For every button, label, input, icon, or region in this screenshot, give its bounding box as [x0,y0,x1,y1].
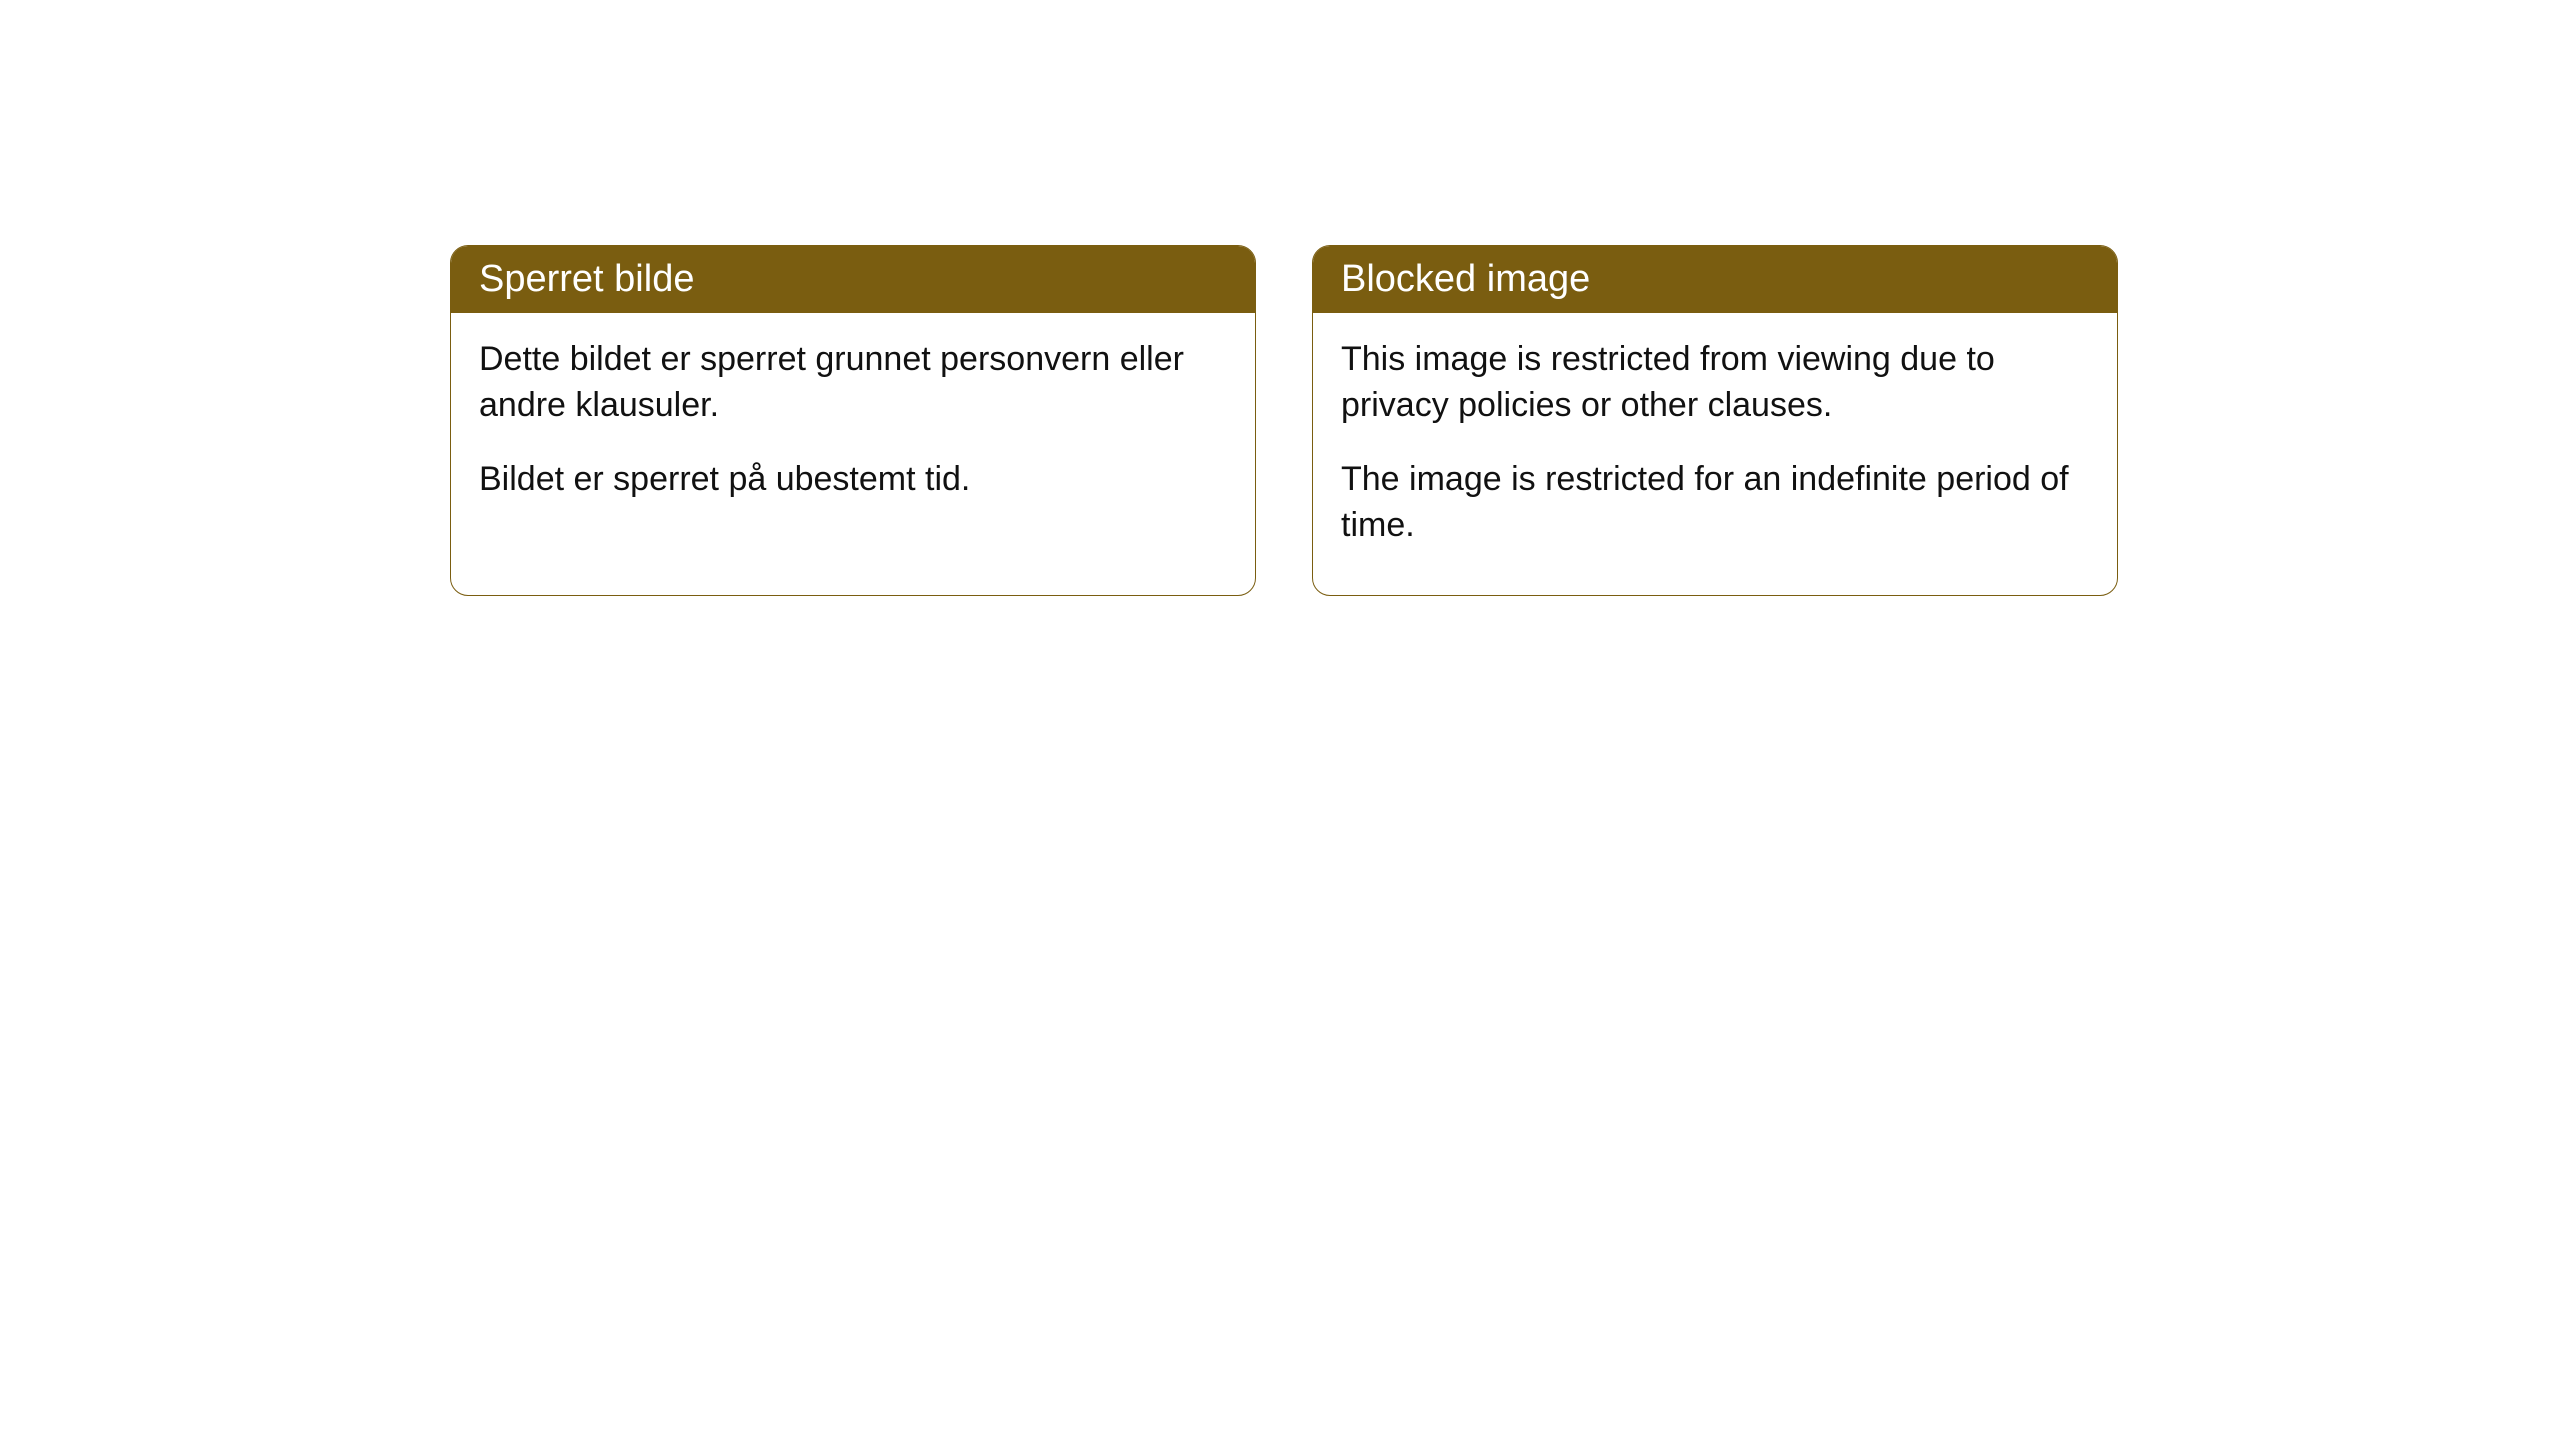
card-paragraph1-english: This image is restricted from viewing du… [1341,337,2089,429]
card-norwegian: Sperret bilde Dette bildet er sperret gr… [450,245,1256,596]
card-paragraph2-english: The image is restricted for an indefinit… [1341,457,2089,549]
card-body-norwegian: Dette bildet er sperret grunnet personve… [451,313,1255,549]
card-paragraph2-norwegian: Bildet er sperret på ubestemt tid. [479,457,1227,503]
card-title-english: Blocked image [1341,258,1590,300]
card-title-norwegian: Sperret bilde [479,258,694,300]
card-paragraph1-norwegian: Dette bildet er sperret grunnet personve… [479,337,1227,429]
card-body-english: This image is restricted from viewing du… [1313,313,2117,595]
card-header-english: Blocked image [1313,246,2117,313]
card-header-norwegian: Sperret bilde [451,246,1255,313]
card-english: Blocked image This image is restricted f… [1312,245,2118,596]
cards-container: Sperret bilde Dette bildet er sperret gr… [450,245,2118,596]
